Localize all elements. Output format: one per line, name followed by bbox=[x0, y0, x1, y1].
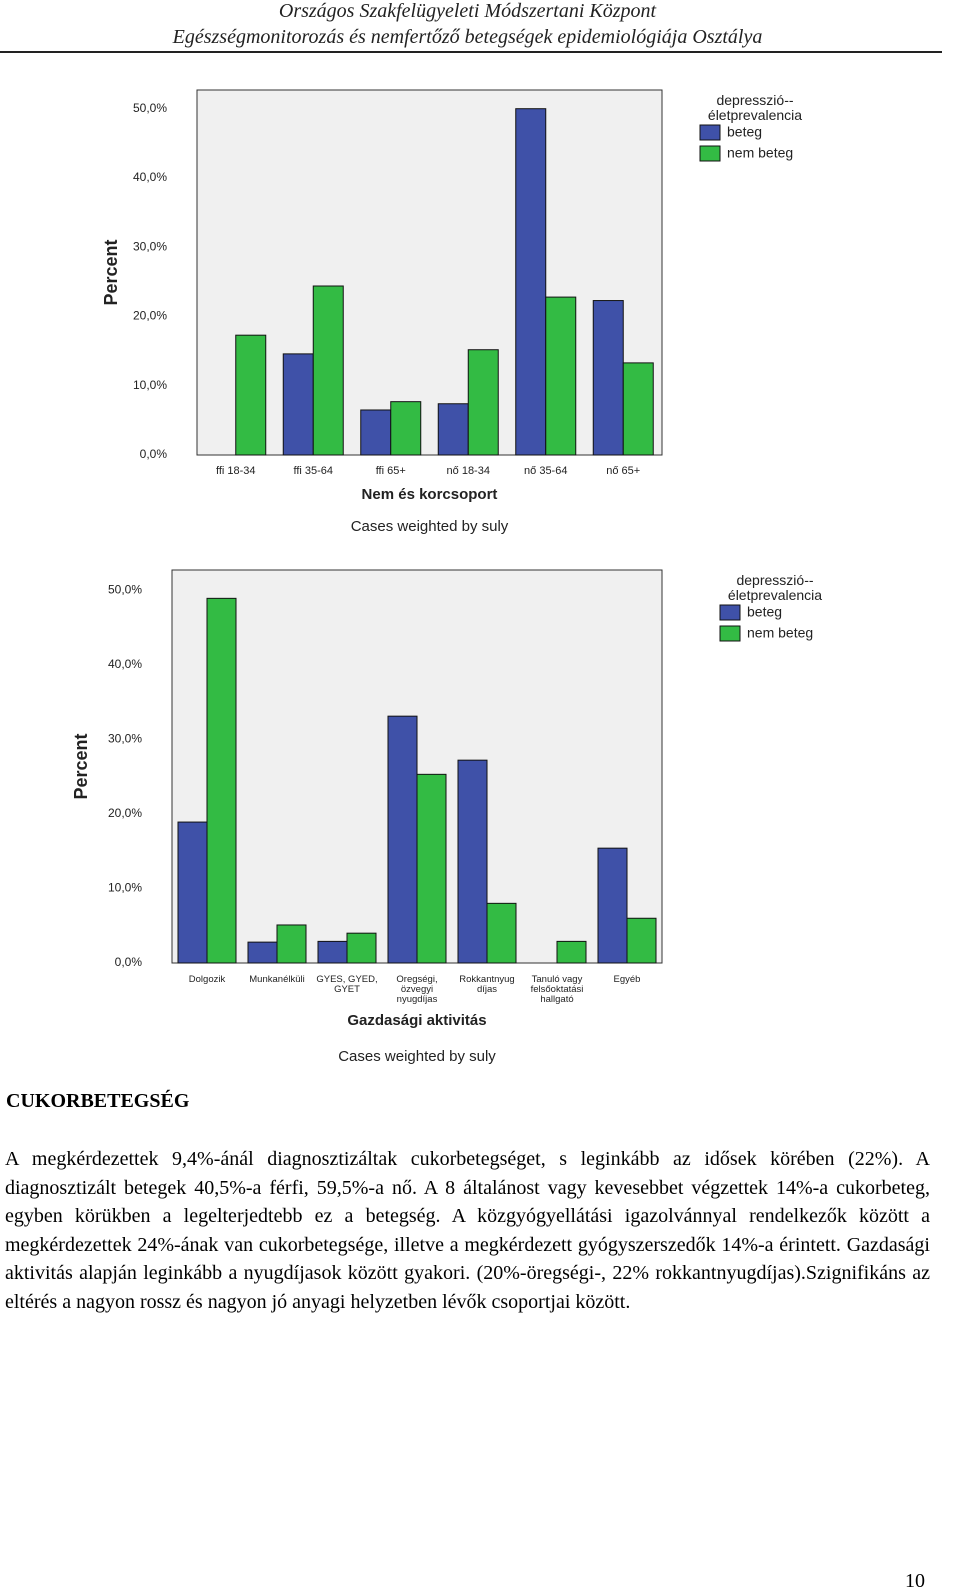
y-axis-title: Percent bbox=[101, 239, 121, 305]
header-line: Országos Szakfelügyeleti Módszertani Köz… bbox=[278, 0, 657, 22]
x-tick-label: Öregségi, özvegyi nyugdíjas bbox=[396, 975, 438, 1005]
x-axis-title: Gazdasági aktivitás bbox=[347, 1012, 486, 1029]
x-tick-label: Tanuló vagy felsőoktatási hallgató bbox=[530, 975, 584, 1005]
bar bbox=[515, 108, 547, 456]
y-tick-label: 40,0% bbox=[133, 170, 167, 184]
charts: 0,0% 10,0% 20,0% 30,0% 40,0% 50,0% ffi 18-34 ff… bbox=[71, 89, 823, 1065]
bar bbox=[467, 349, 499, 456]
bar bbox=[206, 597, 237, 964]
bar bbox=[177, 821, 208, 964]
legend-label: nem beteg bbox=[727, 145, 793, 161]
chart-note: Cases weighted by suly bbox=[351, 518, 509, 535]
bar bbox=[276, 924, 307, 964]
bar bbox=[416, 773, 447, 964]
header-rule bbox=[0, 51, 942, 53]
paragraph: A megkérdezettek 9,4%-ánál diagnosztizál… bbox=[5, 1148, 930, 1313]
bar bbox=[437, 403, 469, 456]
y-tick-label: 0,0% bbox=[115, 955, 143, 969]
legend-swatch bbox=[719, 625, 741, 642]
x-tick-label-box: ffi 65+ bbox=[375, 466, 406, 477]
bar bbox=[387, 715, 418, 964]
legend-title: depresszió--életprevalencia bbox=[707, 93, 803, 123]
x-tick-label-box: Dolgozik bbox=[188, 975, 226, 985]
legend-label: beteg bbox=[727, 124, 762, 140]
header-line: Egészségmonitorozás és nemfertőző betegs… bbox=[172, 26, 763, 48]
bar bbox=[312, 285, 344, 456]
bar bbox=[556, 940, 587, 964]
x-tick-label: nő 18-34 bbox=[446, 466, 490, 477]
y-tick-label: 20,0% bbox=[133, 309, 167, 323]
y-tick-label: 30,0% bbox=[133, 239, 167, 253]
bar bbox=[282, 353, 314, 456]
y-tick-label: 50,0% bbox=[133, 101, 167, 115]
y-tick-label: 40,0% bbox=[108, 657, 142, 671]
x-tick-label-box: GYES, GYED, GYET bbox=[316, 975, 378, 995]
x-axis-title: Nem és korcsoport bbox=[362, 486, 498, 503]
bar bbox=[390, 401, 422, 456]
bar bbox=[317, 940, 348, 964]
y-tick-label: 50,0% bbox=[108, 582, 142, 596]
x-tick-label-box: Egyéb bbox=[613, 975, 641, 985]
x-tick-label: Dolgozik bbox=[188, 975, 226, 985]
legend-title: depresszió--életprevalencia bbox=[727, 573, 823, 603]
x-tick-label: GYES, GYED, GYET bbox=[316, 975, 378, 995]
bar bbox=[457, 759, 488, 964]
page-number: 10 bbox=[905, 1570, 925, 1592]
y-tick-label: 20,0% bbox=[108, 806, 142, 820]
legend-title-box: depresszió--életprevalencia bbox=[707, 93, 803, 123]
x-tick-label: Munkanélküli bbox=[249, 975, 305, 985]
bar bbox=[235, 334, 267, 456]
bar bbox=[597, 847, 628, 964]
x-tick-label: ffi 18-34 bbox=[215, 466, 256, 477]
y-tick-label: 30,0% bbox=[108, 731, 142, 745]
x-tick-label: Rokkantnyug díjas bbox=[459, 975, 515, 995]
legend-title-box: depresszió--életprevalencia bbox=[727, 573, 823, 603]
x-tick-label: ffi 65+ bbox=[375, 466, 406, 477]
plot-area bbox=[196, 89, 663, 456]
bar bbox=[486, 902, 517, 964]
y-tick-label: 10,0% bbox=[108, 881, 142, 895]
x-tick-label-box: nő 65+ bbox=[606, 466, 641, 477]
x-tick-label-box: ffi 35-64 bbox=[293, 466, 334, 477]
x-tick-label-box: ffi 18-34 bbox=[215, 466, 256, 477]
x-tick-label-box: nő 35-64 bbox=[524, 466, 568, 477]
x-tick-label-box: Rokkantnyug díjas bbox=[459, 975, 515, 995]
x-tick-label-box: Munkanélküli bbox=[249, 975, 305, 985]
bar bbox=[360, 409, 392, 456]
x-tick-label-box: Öregségi, özvegyi nyugdíjas bbox=[396, 975, 438, 1005]
y-tick-label: 10,0% bbox=[133, 378, 167, 392]
bar bbox=[545, 296, 577, 456]
legend-label: nem beteg bbox=[747, 625, 813, 641]
bar bbox=[592, 300, 624, 456]
bar bbox=[622, 362, 654, 456]
x-tick-label: nő 35-64 bbox=[524, 466, 568, 477]
x-tick-label: Egyéb bbox=[613, 975, 641, 985]
bar bbox=[247, 941, 278, 964]
bar bbox=[346, 932, 377, 964]
legend-label: beteg bbox=[747, 604, 782, 620]
y-axis-title: Percent bbox=[71, 733, 91, 799]
chart-note: Cases weighted by suly bbox=[338, 1048, 496, 1065]
bar bbox=[626, 917, 657, 964]
x-tick-label-box: nő 18-34 bbox=[446, 466, 490, 477]
y-tick-label: 0,0% bbox=[140, 447, 168, 461]
section-title: CUKORBETEGSÉG bbox=[6, 1090, 190, 1112]
legend-swatch bbox=[699, 145, 721, 162]
x-tick-label: nő 65+ bbox=[606, 466, 641, 477]
x-tick-label: ffi 35-64 bbox=[293, 466, 334, 477]
x-tick-label-box: Tanuló vagy felsőoktatási hallgató bbox=[530, 975, 584, 1005]
legend-swatch bbox=[699, 124, 721, 141]
legend-swatch bbox=[719, 604, 741, 621]
